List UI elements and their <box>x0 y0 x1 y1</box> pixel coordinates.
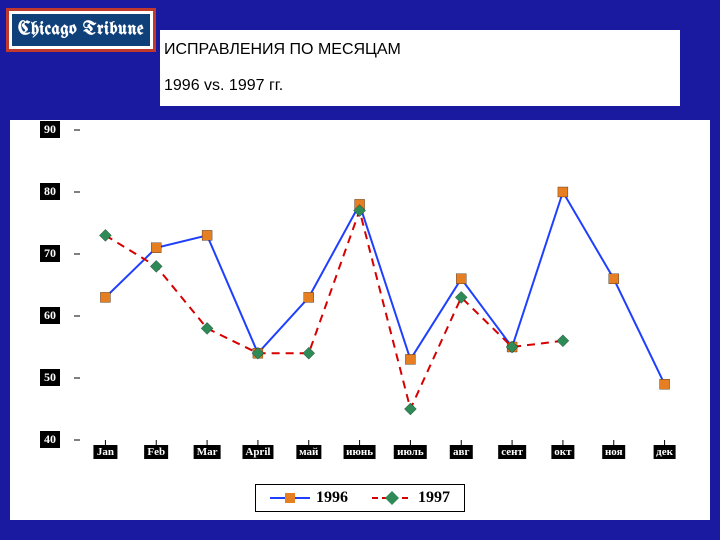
y-tick-label: 60 <box>40 307 60 324</box>
xaxis-labels: Jan Feb Mar April май июнь июль авг сент окт ноя де… <box>80 445 690 465</box>
x-tick-label: April <box>242 445 273 459</box>
y-tick-label: 50 <box>40 369 60 386</box>
y-tick-label: 40 <box>40 431 60 448</box>
plot-svg <box>80 130 690 440</box>
y-tick-label: 80 <box>40 183 60 200</box>
plot <box>80 130 690 440</box>
x-tick-label: июль <box>394 445 426 459</box>
y-tick-label: 90 <box>40 121 60 138</box>
x-tick-label: сент <box>498 445 526 459</box>
x-tick-label: Jan <box>94 445 117 459</box>
x-tick-label: ноя <box>602 445 626 459</box>
title-block: ИСПРАВЛЕНИЯ ПО МЕСЯЦАМ 1996 vs. 1997 гг. <box>160 30 680 106</box>
title-line-1: ИСПРАВЛЕНИЯ ПО МЕСЯЦАМ <box>164 41 401 58</box>
x-tick-label: май <box>296 445 321 459</box>
logo-badge: Chicago Tribune <box>6 8 156 52</box>
title-line-2: 1996 vs. 1997 гг. <box>164 77 283 94</box>
legend-label: 1997 <box>418 489 450 507</box>
legend-item: 1996 <box>270 489 348 507</box>
x-tick-label: авг <box>450 445 472 459</box>
legend-item: 1997 <box>372 489 450 507</box>
y-tick-label: 70 <box>40 245 60 262</box>
x-tick-label: июнь <box>343 445 376 459</box>
x-tick-label: окт <box>551 445 574 459</box>
x-tick-label: дек <box>653 445 676 459</box>
slide: Chicago Tribune ИСПРАВЛЕНИЯ ПО МЕСЯЦАМ 1… <box>0 0 720 540</box>
legend: 1996 1997 <box>255 484 465 512</box>
logo-text: Chicago Tribune <box>12 14 150 46</box>
chart-area: Jan Feb Mar April май июнь июль авг сент окт ноя де… <box>10 120 710 520</box>
legend-swatch <box>372 489 412 507</box>
x-tick-label: Feb <box>144 445 168 459</box>
x-tick-label: Mar <box>194 445 221 459</box>
legend-label: 1996 <box>316 489 348 507</box>
legend-swatch <box>270 489 310 507</box>
